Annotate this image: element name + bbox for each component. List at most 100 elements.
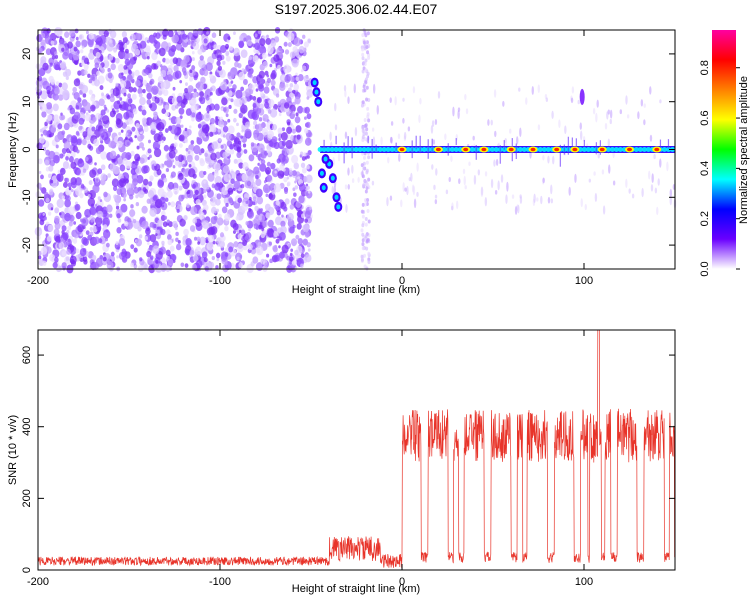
signal-segment <box>585 147 591 152</box>
noise-blob <box>193 92 198 98</box>
noise-blob <box>79 248 87 257</box>
noise-blob <box>51 54 56 60</box>
noise-blob <box>40 90 48 100</box>
noise-blob <box>221 186 229 196</box>
noise-band-blob <box>360 209 364 214</box>
noise-blob <box>206 242 214 251</box>
noise-blob <box>83 101 91 112</box>
noise-blob <box>121 31 128 38</box>
noise-blob <box>252 201 256 206</box>
noise-blob <box>245 92 250 97</box>
noise-blob <box>236 146 242 153</box>
noise-blob <box>42 62 49 71</box>
noise-band-blob <box>367 219 371 224</box>
noise-blob <box>201 251 208 259</box>
sparse-blob <box>506 181 509 192</box>
noise-blob <box>76 138 82 146</box>
noise-blob <box>233 187 236 191</box>
noise-blob <box>40 133 44 137</box>
sparse-blob <box>574 173 577 183</box>
noise-blob <box>130 204 134 209</box>
noise-blob <box>197 123 202 129</box>
sparse-blob <box>484 196 488 207</box>
noise-blob <box>133 187 139 194</box>
noise-blob <box>233 158 238 164</box>
sparse-blob <box>465 108 469 115</box>
noise-band-blob <box>366 182 370 187</box>
noise-blob <box>147 190 155 198</box>
sparse-blob <box>609 118 612 125</box>
sparse-blob <box>468 161 471 166</box>
sparse-blob <box>514 206 518 215</box>
sparse-blob <box>511 194 515 199</box>
sparse-blob <box>542 154 545 161</box>
noise-blob <box>87 197 96 207</box>
noise-blob <box>285 139 293 150</box>
spectrogram-ylabel: Frequency (Hz) <box>7 112 19 188</box>
noise-blob <box>166 190 173 198</box>
noise-blob <box>166 74 173 82</box>
noise-blob <box>209 131 214 137</box>
noise-blob <box>274 244 278 249</box>
noise-blob <box>287 121 291 126</box>
noise-blob <box>75 211 82 220</box>
noise-blob <box>124 58 131 66</box>
noise-blob <box>243 149 248 154</box>
noise-blob <box>184 138 189 144</box>
noise-blob <box>142 178 149 186</box>
noise-blob <box>182 168 190 178</box>
noise-blob <box>88 180 93 186</box>
sparse-blob <box>472 135 475 141</box>
noise-blob <box>144 263 149 269</box>
noise-blob <box>235 89 243 99</box>
noise-blob <box>184 263 189 268</box>
sparse-blob <box>344 184 348 190</box>
noise-blob <box>80 218 83 223</box>
sparse-blob <box>361 170 364 178</box>
sparse-blob <box>334 102 337 112</box>
noise-blob <box>217 119 225 128</box>
noise-blob <box>203 26 211 36</box>
noise-blob <box>148 103 153 109</box>
transition-core <box>312 80 317 86</box>
noise-blob <box>209 123 216 132</box>
noise-blob <box>80 49 84 54</box>
noise-blob <box>230 178 235 184</box>
noise-blob <box>248 56 252 61</box>
noise-blob <box>207 172 215 182</box>
sparse-blob <box>457 107 461 112</box>
noise-blob <box>102 115 110 125</box>
sparse-blob <box>351 164 354 174</box>
noise-blob <box>64 212 71 222</box>
noise-blob <box>229 148 235 155</box>
sparse-blob <box>594 192 598 202</box>
noise-blob <box>189 125 192 129</box>
noise-blob <box>257 29 262 35</box>
sparse-blob <box>434 199 438 205</box>
noise-blob <box>187 150 191 155</box>
noise-blob <box>163 101 167 106</box>
noise-blob <box>240 49 248 58</box>
noise-blob <box>153 32 158 38</box>
noise-blob <box>100 109 106 116</box>
noise-blob <box>47 224 54 232</box>
noise-blob <box>161 240 165 246</box>
noise-blob <box>267 109 272 114</box>
transition-core <box>319 170 324 176</box>
noise-blob <box>135 238 143 247</box>
snr-xtick-label: -100 <box>209 576 231 588</box>
noise-blob <box>92 184 100 194</box>
noise-blob <box>45 48 52 56</box>
noise-blob <box>291 259 297 266</box>
sparse-blob <box>649 134 653 142</box>
noise-blob <box>255 245 264 256</box>
noise-blob <box>241 129 244 133</box>
noise-blob <box>78 33 85 41</box>
noise-blob <box>85 230 90 236</box>
noise-blob <box>168 117 172 121</box>
sparse-blob <box>568 186 571 196</box>
noise-blob <box>290 248 294 252</box>
noise-blob <box>297 238 304 245</box>
noise-blob <box>155 123 162 131</box>
noise-blob <box>234 61 239 68</box>
